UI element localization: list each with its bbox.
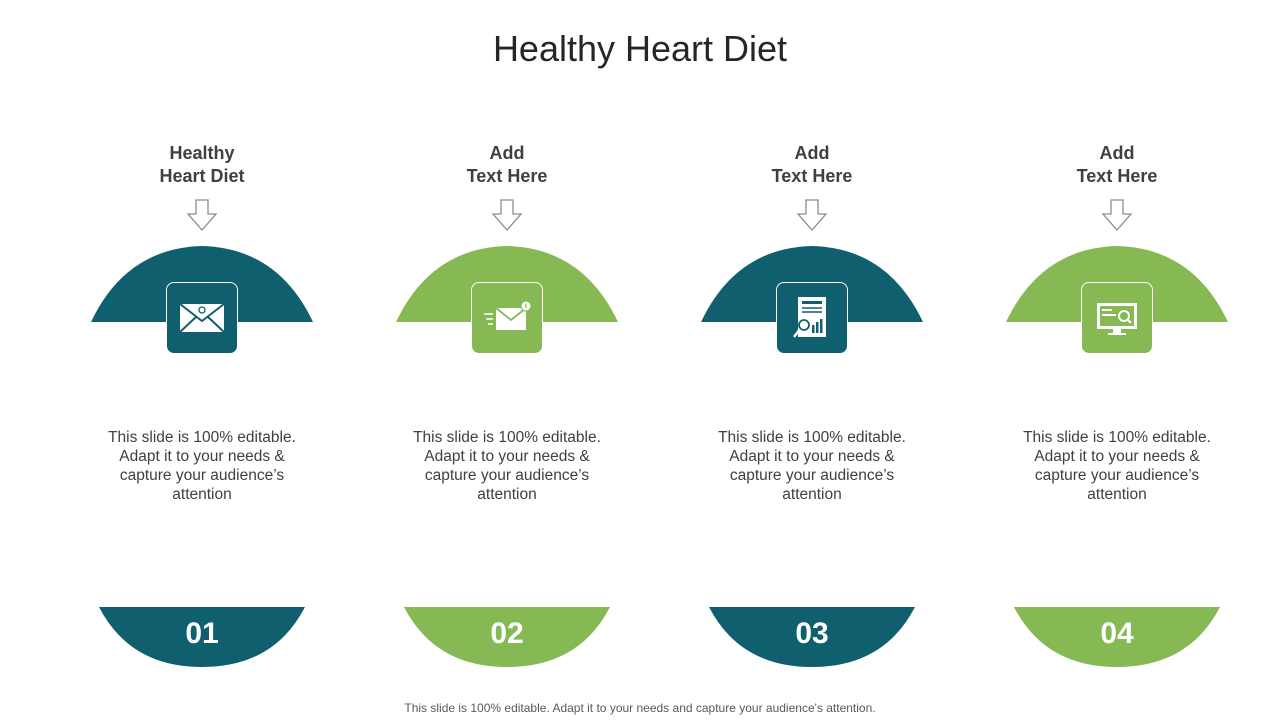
step-number: 02 xyxy=(490,617,524,650)
heading-line-2: Text Here xyxy=(771,166,853,186)
number-bowl-shape xyxy=(404,607,610,667)
column-heading: Add Text Here xyxy=(692,142,932,188)
down-arrow-icon xyxy=(1101,199,1133,231)
envelope-at-icon xyxy=(179,303,225,333)
description-text: This slide is 100% editable. Adapt it to… xyxy=(108,429,296,503)
down-arrow-icon xyxy=(491,199,523,231)
down-arrow-icon xyxy=(186,199,218,231)
column-heading: Add Text Here xyxy=(997,142,1237,188)
column-3: Add Text Here This slide is 100% editabl… xyxy=(692,0,932,720)
email-notification-icon xyxy=(484,300,532,330)
column-2: Add Text Here This slide is 100% editabl… xyxy=(387,0,627,720)
icon-box xyxy=(776,282,848,354)
number-bowl-shape xyxy=(99,607,305,667)
column-4: Add Text Here This slide is 100% editabl… xyxy=(997,0,1237,720)
heading-line-1: Add xyxy=(1099,143,1135,163)
heading-line-2: Text Here xyxy=(1076,166,1158,186)
number-bowl-shape xyxy=(709,607,915,667)
heading-line-1: Add xyxy=(489,143,525,163)
description-text: This slide is 100% editable. Adapt it to… xyxy=(1023,429,1211,503)
description-text: This slide is 100% editable. Adapt it to… xyxy=(413,429,601,503)
slide-title: Healthy Heart Diet xyxy=(492,28,788,69)
column-heading: Healthy Heart Diet xyxy=(82,142,322,188)
icon-box xyxy=(471,282,543,354)
column-heading: Add Text Here xyxy=(387,142,627,188)
monitor-search-icon xyxy=(1097,303,1137,335)
down-arrow-icon xyxy=(796,199,828,231)
icon-box xyxy=(1081,282,1153,354)
footer-note: This slide is 100% editable. Adapt it to… xyxy=(404,701,876,715)
heading-line-2: Heart Diet xyxy=(159,166,245,186)
description-text: This slide is 100% editable. Adapt it to… xyxy=(718,429,906,503)
step-number: 03 xyxy=(795,617,829,650)
number-bowl-shape xyxy=(1014,607,1220,667)
column-1: Healthy Heart Diet This slide is 100% ed… xyxy=(82,0,322,720)
icon-box xyxy=(166,282,238,354)
heading-line-2: Text Here xyxy=(466,166,548,186)
report-analysis-icon xyxy=(793,297,826,338)
step-number: 04 xyxy=(1100,617,1134,650)
heading-line-1: Healthy xyxy=(169,143,235,163)
step-number: 01 xyxy=(185,617,219,650)
heading-line-1: Add xyxy=(794,143,830,163)
